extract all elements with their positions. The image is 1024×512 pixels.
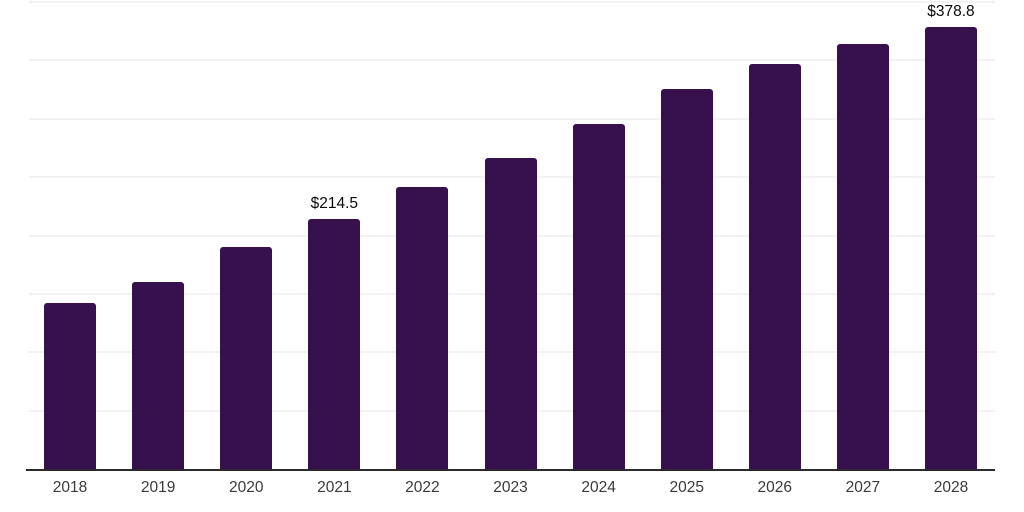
bar-2021[interactable] bbox=[308, 218, 361, 469]
bar-2019[interactable] bbox=[132, 281, 185, 469]
bar-slot-2025 bbox=[643, 2, 731, 469]
plot-area: $214.5 $378.8 bbox=[26, 1, 995, 469]
x-tick-2024: 2024 bbox=[581, 479, 616, 496]
x-tick-2020: 2020 bbox=[228, 479, 264, 496]
bar-2026[interactable] bbox=[748, 63, 801, 469]
bar-2025[interactable] bbox=[660, 88, 713, 469]
bar-2023[interactable] bbox=[484, 158, 537, 469]
bar-2022[interactable] bbox=[396, 187, 449, 469]
x-tick-2027: 2027 bbox=[845, 479, 881, 496]
bar-2027[interactable] bbox=[836, 43, 889, 469]
bar-slot-2028: $378.8 bbox=[907, 2, 995, 469]
bar-slot-2021: $214.5 bbox=[290, 2, 378, 469]
x-tick-2025: 2025 bbox=[669, 479, 704, 496]
x-tick-2019: 2019 bbox=[140, 479, 176, 496]
bar-slot-2018 bbox=[26, 2, 114, 469]
bar-2020[interactable] bbox=[220, 246, 273, 469]
bar-value-label-2021: $214.5 bbox=[310, 195, 359, 213]
bar-2028[interactable] bbox=[924, 26, 977, 469]
gridline-400 bbox=[29, 1, 995, 3]
bar-2024[interactable] bbox=[572, 124, 625, 469]
x-tick-2028: 2028 bbox=[933, 479, 969, 496]
x-axis-line bbox=[26, 469, 995, 471]
x-axis-labels: 2018 2019 2020 2021 2022 2023 2024 2025 2026 2027… bbox=[26, 479, 995, 498]
bar-value-label-2028: $378.8 bbox=[927, 3, 975, 21]
bars-row: $214.5 $378.8 bbox=[26, 2, 995, 469]
x-tick-2026: 2026 bbox=[757, 479, 793, 496]
bar-slot-2027 bbox=[819, 2, 907, 469]
x-tick-2023: 2023 bbox=[493, 479, 528, 496]
gridline-300 bbox=[29, 117, 995, 120]
bar-slot-2023 bbox=[466, 2, 554, 469]
x-tick-2021: 2021 bbox=[317, 479, 352, 496]
bar-slot-2024 bbox=[555, 2, 643, 469]
bar-slot-2020 bbox=[202, 2, 290, 469]
x-tick-2022: 2022 bbox=[405, 479, 440, 496]
bar-slot-2022 bbox=[378, 2, 466, 469]
bar-slot-2019 bbox=[114, 2, 202, 469]
bar-2018[interactable] bbox=[44, 302, 97, 469]
gridline-350 bbox=[29, 59, 995, 62]
x-tick-2018: 2018 bbox=[52, 479, 88, 496]
bar-slot-2026 bbox=[731, 2, 819, 469]
